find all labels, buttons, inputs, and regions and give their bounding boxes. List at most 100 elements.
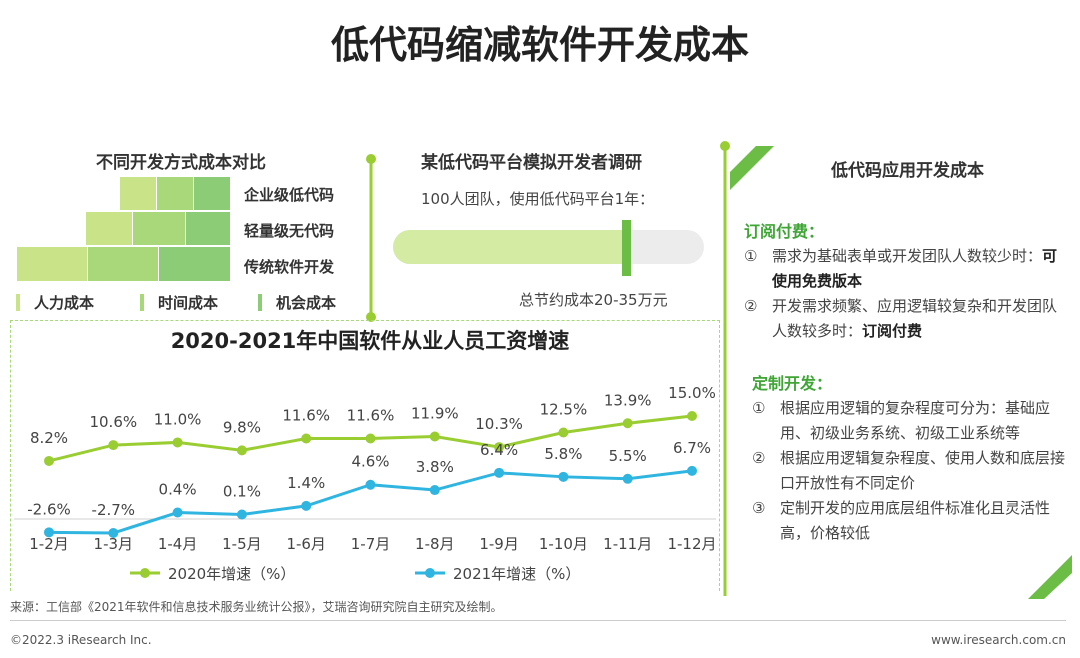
bar-label-traditional: 传统软件开发 (244, 258, 335, 276)
cost-compare-title: 不同开发方式成本对比 (96, 153, 266, 173)
bar-traditional-time (88, 247, 158, 281)
data-point-2 (622, 473, 633, 484)
data-point-1 (687, 411, 697, 421)
legend-swatch-time (140, 294, 144, 311)
data-point-2 (44, 527, 54, 538)
data-point-1 (365, 433, 376, 444)
data-label-1: 11.0% (154, 410, 202, 428)
data-label-2: 6.7% (673, 439, 711, 457)
subscription-item-1-num: ① (744, 247, 758, 265)
data-label-1: 10.6% (89, 413, 137, 431)
custom-item-1-text: 根据应用逻辑的复杂程度可分为：基础应用、初级业务系统、初级工业系统等 (780, 399, 1051, 442)
data-label-2: 3.8% (416, 458, 454, 476)
data-label-1: 9.8% (223, 418, 261, 436)
left-separator (366, 154, 376, 322)
x-tick-label: 1-3月 (94, 535, 134, 553)
bar-enterprise-labor (120, 177, 156, 210)
website: www.iresearch.com.cn (931, 633, 1066, 647)
data-point-2 (301, 500, 312, 511)
custom-item-2: ② 根据应用逻辑复杂程度、使用人数和底层接口开放性有不同定价 (744, 446, 1066, 496)
legend-opportunity-label: 机会成本 (276, 294, 337, 312)
data-label-2: 6.4% (480, 441, 518, 459)
data-point-2 (494, 467, 505, 478)
custom-item-1-num: ① (752, 399, 766, 417)
data-point-2 (172, 507, 183, 518)
chart-series-group: 8.2% 10.6% 11.0% 9.8% 11.6% 11.6% 11.9% 10.3% 12… (27, 384, 716, 538)
x-tick-label: 1-10月 (539, 535, 588, 553)
data-label-1: 13.9% (604, 391, 652, 409)
data-label-1: 11.6% (282, 406, 330, 424)
data-label-2: 0.1% (223, 482, 261, 500)
legend-swatch-labor (16, 294, 20, 311)
x-tick-label: 1-8月 (415, 535, 455, 553)
savings-marker (622, 220, 632, 276)
corner-accent-top (730, 146, 774, 190)
data-label-2: 5.8% (544, 445, 582, 463)
corner-accent-bottom (1028, 555, 1072, 599)
data-label-1: 8.2% (30, 429, 68, 447)
legend-labor-label: 人力成本 (34, 294, 95, 312)
data-point-2 (365, 479, 376, 490)
subscription-item-2-text: 开发需求频繁、应用逻辑较复杂和开发团队人数较多时：订阅付费 (772, 297, 1058, 340)
subscription-item-1-text: 需求为基础表单或开发团队人数较少时：可使用免费版本 (772, 247, 1058, 290)
chart-frame (10, 320, 720, 591)
data-point-1 (558, 427, 569, 438)
x-tick-label: 1-9月 (479, 535, 519, 553)
data-label-2: 4.6% (351, 453, 389, 471)
subscription-item-1: ① 需求为基础表单或开发团队人数较少时：可使用免费版本 (744, 244, 1066, 294)
data-label-2: 0.4% (159, 481, 197, 499)
x-tick-label: 1-7月 (351, 535, 391, 553)
custom-item-3-num: ③ (752, 499, 766, 517)
bar-traditional-opportunity (159, 247, 230, 281)
page-title: 低代码缩减软件开发成本 (330, 23, 749, 67)
custom-item-3-text: 定制开发的应用底层组件标准化且灵活性高，价格较低 (780, 499, 1051, 542)
subscription-item-2: ② 开发需求频繁、应用逻辑较复杂和开发团队人数较多时：订阅付费 (744, 294, 1066, 344)
simulation-subtitle: 100人团队，使用低代码平台1年： (421, 190, 655, 208)
x-tick-label: 1-12月 (667, 535, 716, 553)
chart-title: 2020-2021年中国软件从业人员工资增速 (171, 329, 570, 353)
bar-nocode-labor (86, 212, 132, 245)
data-label-2: -2.6% (27, 500, 71, 518)
footer-divider (10, 620, 1066, 621)
legend-swatch-opportunity (258, 294, 262, 311)
data-point-1 (172, 437, 183, 448)
bar-label-nocode: 轻量级无代码 (244, 222, 335, 240)
bar-nocode-opportunity (186, 212, 230, 245)
data-point-1 (44, 455, 54, 466)
data-point-1 (429, 431, 440, 442)
x-tick-label: 1-6月 (286, 535, 326, 553)
data-point-1 (622, 418, 633, 429)
bar-enterprise-time (157, 177, 193, 210)
right-panel: 订阅付费： ① 需求为基础表单或开发团队人数较少时：可使用免费版本 ② 开发需求… (744, 218, 1066, 546)
data-point-2 (558, 471, 569, 482)
savings-track (393, 230, 704, 264)
legend-label-2: 2021年增速（%） (453, 565, 580, 583)
right-separator (720, 141, 730, 596)
data-point-2 (236, 509, 247, 520)
legend-labor-cost: 人力成本 (16, 292, 94, 313)
legend-time-label: 时间成本 (158, 294, 219, 312)
savings-note: 总节约成本20-35万元 (519, 291, 668, 309)
data-point-2 (108, 528, 119, 538)
simulation-title: 某低代码平台模拟开发者调研 (421, 153, 642, 173)
data-label-2: -2.7% (92, 501, 136, 519)
data-point-1 (494, 442, 505, 453)
savings-fill (393, 230, 627, 264)
legend-marker-2 (425, 568, 435, 578)
chart-x-axis: 1-2月 1-3月 1-4月 1-5月 1-6月 1-7月 1-8月 1-9月 1-10月 1-1… (14, 518, 717, 553)
cost-compare-bars (17, 177, 230, 281)
subscription-item-2-num: ② (744, 297, 758, 315)
data-point-2 (429, 485, 440, 496)
bar-label-enterprise: 企业级低代码 (244, 186, 335, 204)
legend-marker-1 (140, 568, 150, 578)
right-panel-title: 低代码应用开发成本 (831, 161, 984, 181)
data-label-1: 15.0% (668, 384, 716, 402)
data-point-1 (108, 440, 119, 451)
chart-legend: 2020年增速（%） 2021年增速（%） (130, 565, 580, 583)
source-note: 来源：工信部《2021年软件和信息技术服务业统计公报》，艾瑞咨询研究院自主研究及… (10, 600, 503, 614)
bar-enterprise-opportunity (194, 177, 230, 210)
custom-item-2-text: 根据应用逻辑复杂程度、使用人数和底层接口开放性有不同定价 (780, 449, 1066, 492)
bar-nocode-time (133, 212, 185, 245)
legend-label-1: 2020年增速（%） (168, 565, 295, 583)
custom-heading: 定制开发： (752, 374, 833, 393)
